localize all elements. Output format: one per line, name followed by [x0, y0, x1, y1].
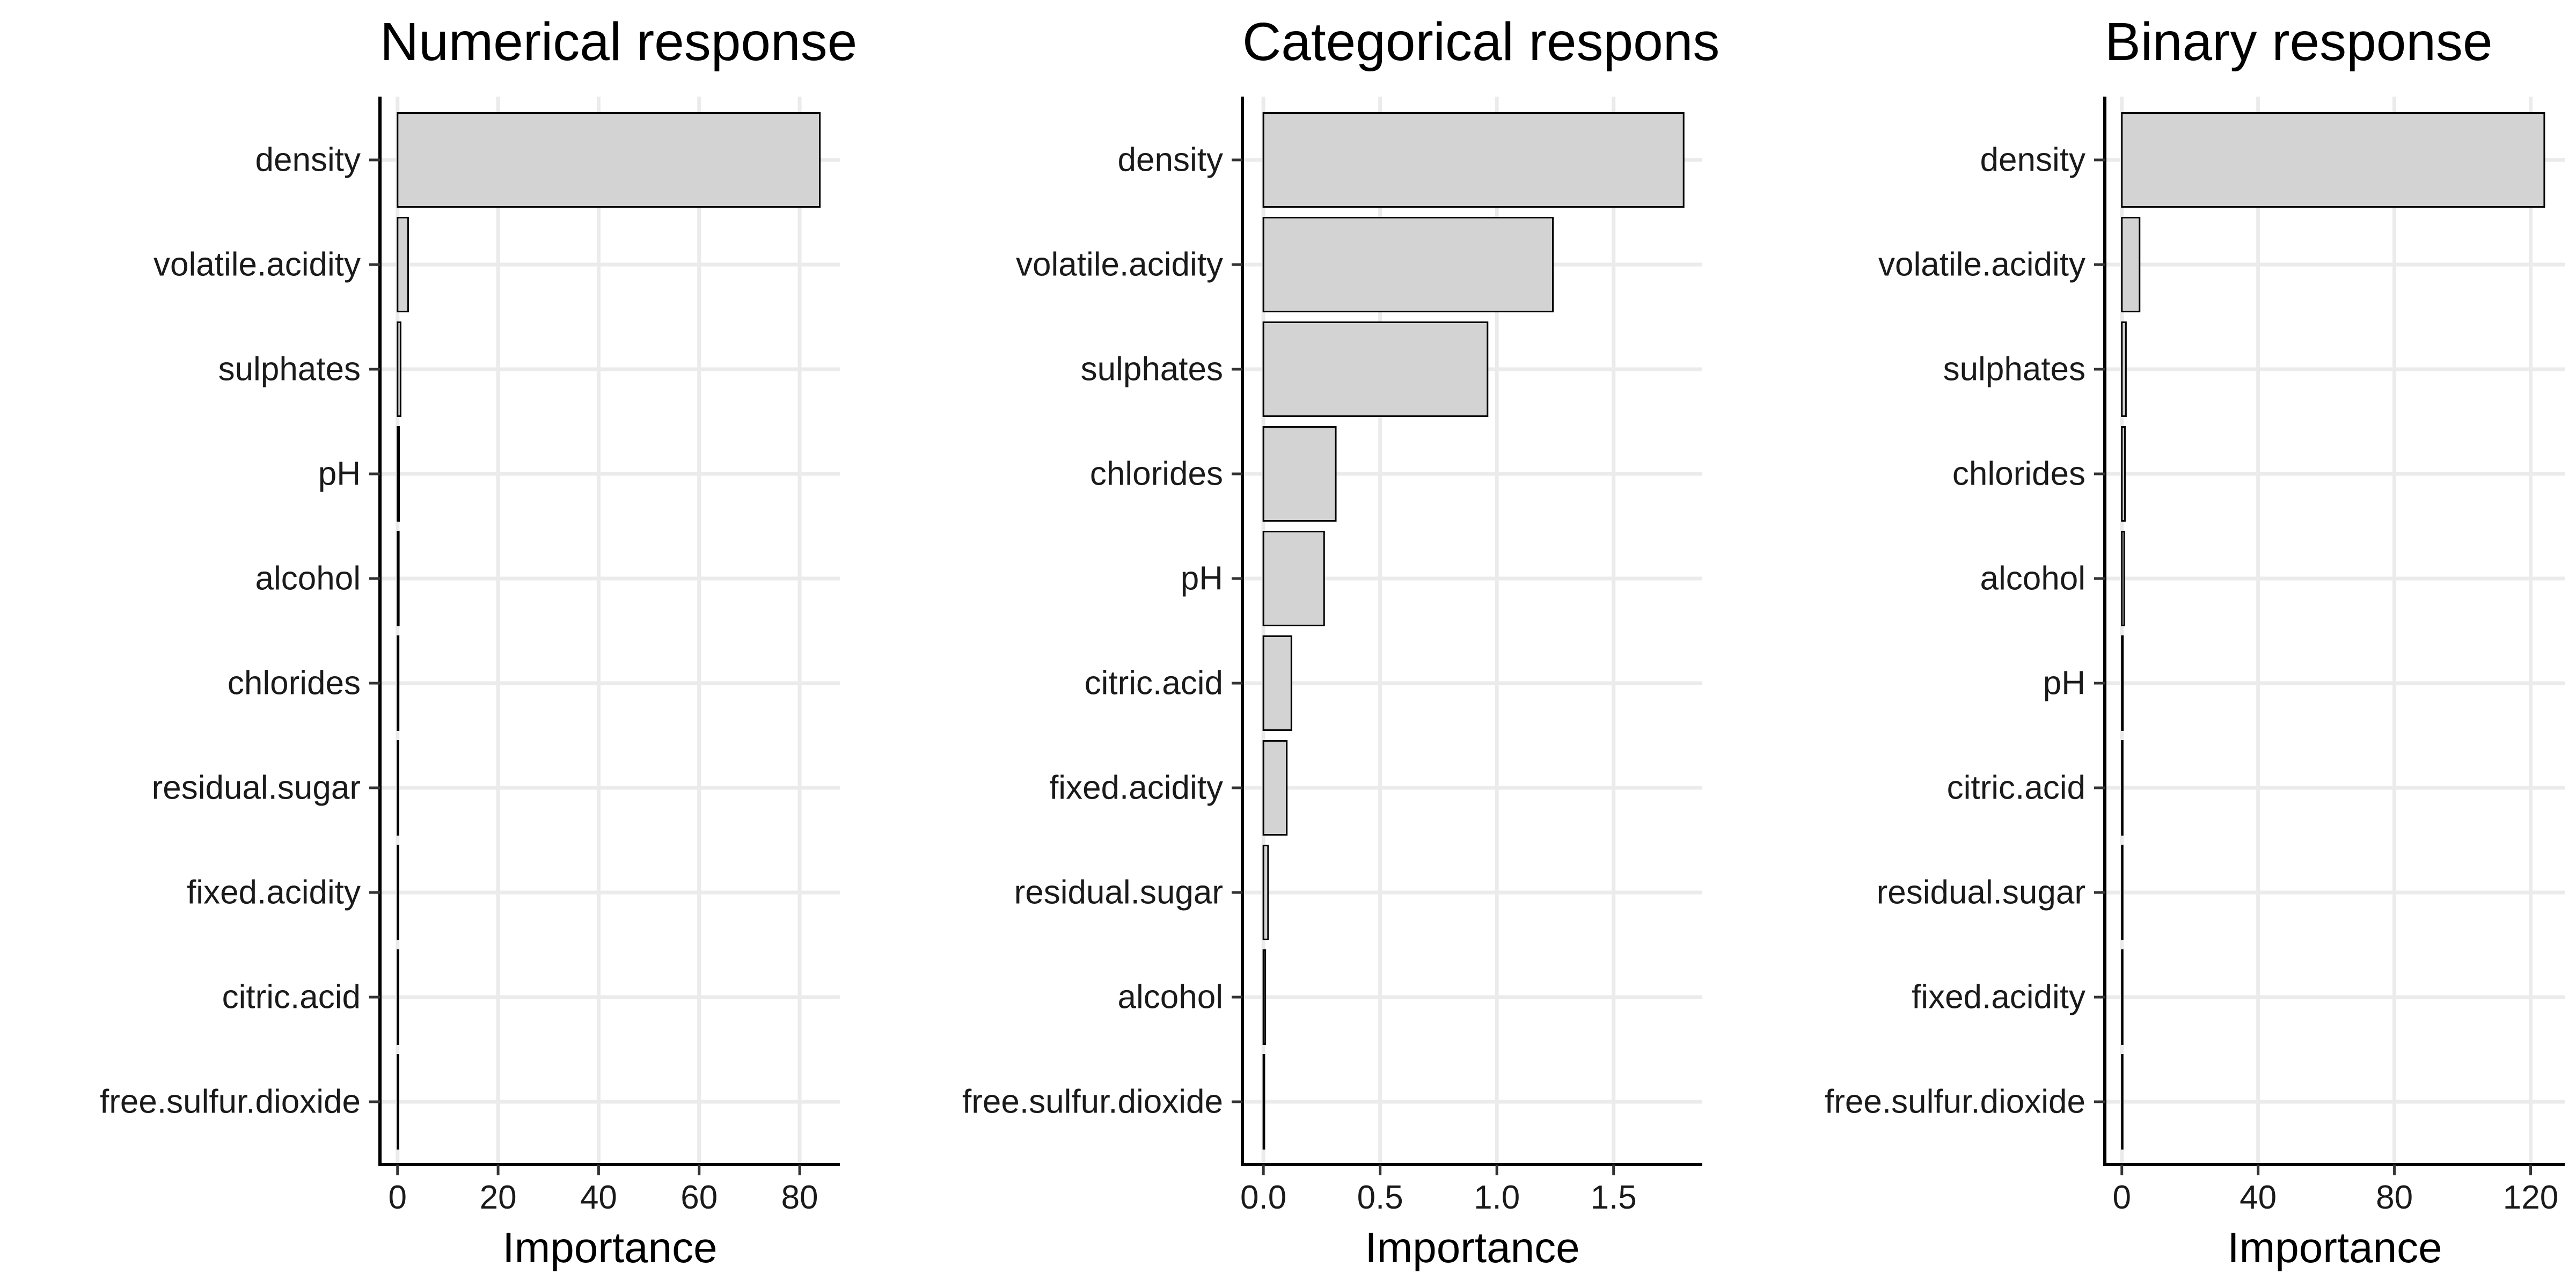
- category-label: alcohol: [1980, 560, 2085, 597]
- category-label: volatile.acidity: [1016, 246, 1223, 283]
- category-label: citric.acid: [222, 979, 361, 1016]
- category-label: residual.sugar: [1877, 874, 2085, 911]
- category-label: pH: [1181, 560, 1223, 597]
- bar-chlorides: [2121, 426, 2126, 522]
- bar-density: [397, 112, 821, 208]
- chart-panel-2: density volatile.acidity sulphates chloride…: [962, 12, 1719, 1271]
- bar-pH: [2121, 635, 2124, 731]
- bar-fixed.acidity: [2121, 949, 2124, 1045]
- category-label: sulphates: [1081, 351, 1223, 388]
- category-label: fixed.acidity: [1049, 770, 1223, 807]
- x-tick-label: 60: [680, 1179, 718, 1216]
- category-label: residual.sugar: [152, 770, 361, 807]
- bar-free.sulfur.dioxide: [397, 1054, 399, 1150]
- chart-title: Categorical respons: [1242, 12, 1719, 72]
- category-label: alcohol: [255, 560, 361, 597]
- x-tick-label: 80: [2376, 1179, 2413, 1216]
- x-tick-label: 0: [389, 1179, 407, 1216]
- category-label: chlorides: [1090, 456, 1223, 493]
- category-label: residual.sugar: [1014, 874, 1223, 911]
- x-tick-label: 40: [580, 1179, 617, 1216]
- bar-free.sulfur.dioxide: [2121, 1054, 2124, 1150]
- category-label: sulphates: [218, 351, 361, 388]
- x-tick-label: 80: [781, 1179, 818, 1216]
- bar-volatile.acidity: [2121, 217, 2141, 312]
- bar-citric.acid: [397, 949, 399, 1045]
- bar-residual.sugar: [397, 740, 399, 836]
- bar-density: [1262, 112, 1685, 208]
- x-tick-label: 1.0: [1474, 1179, 1520, 1216]
- category-label: citric.acid: [1085, 665, 1223, 702]
- x-tick-label: 120: [2503, 1179, 2558, 1216]
- bar-pH: [1262, 531, 1325, 626]
- category-label: free.sulfur.dioxide: [962, 1084, 1223, 1121]
- bar-alcohol: [2121, 531, 2125, 626]
- category-label: fixed.acidity: [187, 874, 361, 911]
- bar-free.sulfur.dioxide: [1262, 1054, 1265, 1150]
- chart-panel-3: density volatile.acidity sulphates chloride…: [1825, 12, 2565, 1271]
- category-label: sulphates: [1943, 351, 2085, 388]
- x-tick-label: 0.0: [1240, 1179, 1286, 1216]
- bar-chlorides: [397, 635, 400, 731]
- category-label: volatile.acidity: [153, 246, 361, 283]
- category-label: fixed.acidity: [1912, 979, 2085, 1016]
- category-label: citric.acid: [1947, 770, 2085, 807]
- category-label: chlorides: [228, 665, 361, 702]
- chart-title: Binary response: [2105, 12, 2493, 72]
- bar-fixed.acidity: [397, 845, 399, 940]
- bar-fixed.acidity: [1262, 740, 1288, 836]
- bar-alcohol: [1262, 949, 1267, 1045]
- bar-pH: [397, 426, 400, 522]
- x-tick-label: 20: [480, 1179, 517, 1216]
- category-label: pH: [2043, 665, 2085, 702]
- bar-sulphates: [397, 321, 401, 417]
- chart-title: Numerical response: [380, 12, 857, 72]
- x-axis-title: Importance: [2227, 1224, 2442, 1271]
- category-label: alcohol: [1118, 979, 1223, 1016]
- bar-sulphates: [1262, 321, 1489, 417]
- x-axis-title: Importance: [502, 1224, 717, 1271]
- bar-volatile.acidity: [397, 217, 409, 312]
- bar-alcohol: [397, 531, 400, 626]
- x-axis-title: Importance: [1365, 1224, 1579, 1271]
- category-label: free.sulfur.dioxide: [100, 1084, 361, 1121]
- category-label: pH: [318, 456, 361, 493]
- category-label: free.sulfur.dioxide: [1825, 1084, 2085, 1121]
- bar-citric.acid: [2121, 740, 2124, 836]
- bar-residual.sugar: [2121, 845, 2124, 940]
- category-label: density: [1980, 142, 2085, 179]
- bar-chlorides: [1262, 426, 1337, 522]
- category-label: chlorides: [1952, 456, 2085, 493]
- bar-citric.acid: [1262, 635, 1292, 731]
- category-label: density: [1118, 142, 1223, 179]
- category-label: density: [255, 142, 361, 179]
- chart-panel-1: density volatile.acidity sulphates pH alcoho…: [100, 12, 857, 1271]
- bar-sulphates: [2121, 321, 2127, 417]
- x-tick-label: 40: [2240, 1179, 2277, 1216]
- bar-volatile.acidity: [1262, 217, 1554, 312]
- x-tick-label: 0.5: [1357, 1179, 1403, 1216]
- x-tick-label: 1.5: [1591, 1179, 1637, 1216]
- bar-residual.sugar: [1262, 845, 1269, 940]
- bar-density: [2121, 112, 2545, 208]
- x-tick-label: 0: [2112, 1179, 2131, 1216]
- category-label: volatile.acidity: [1878, 246, 2085, 283]
